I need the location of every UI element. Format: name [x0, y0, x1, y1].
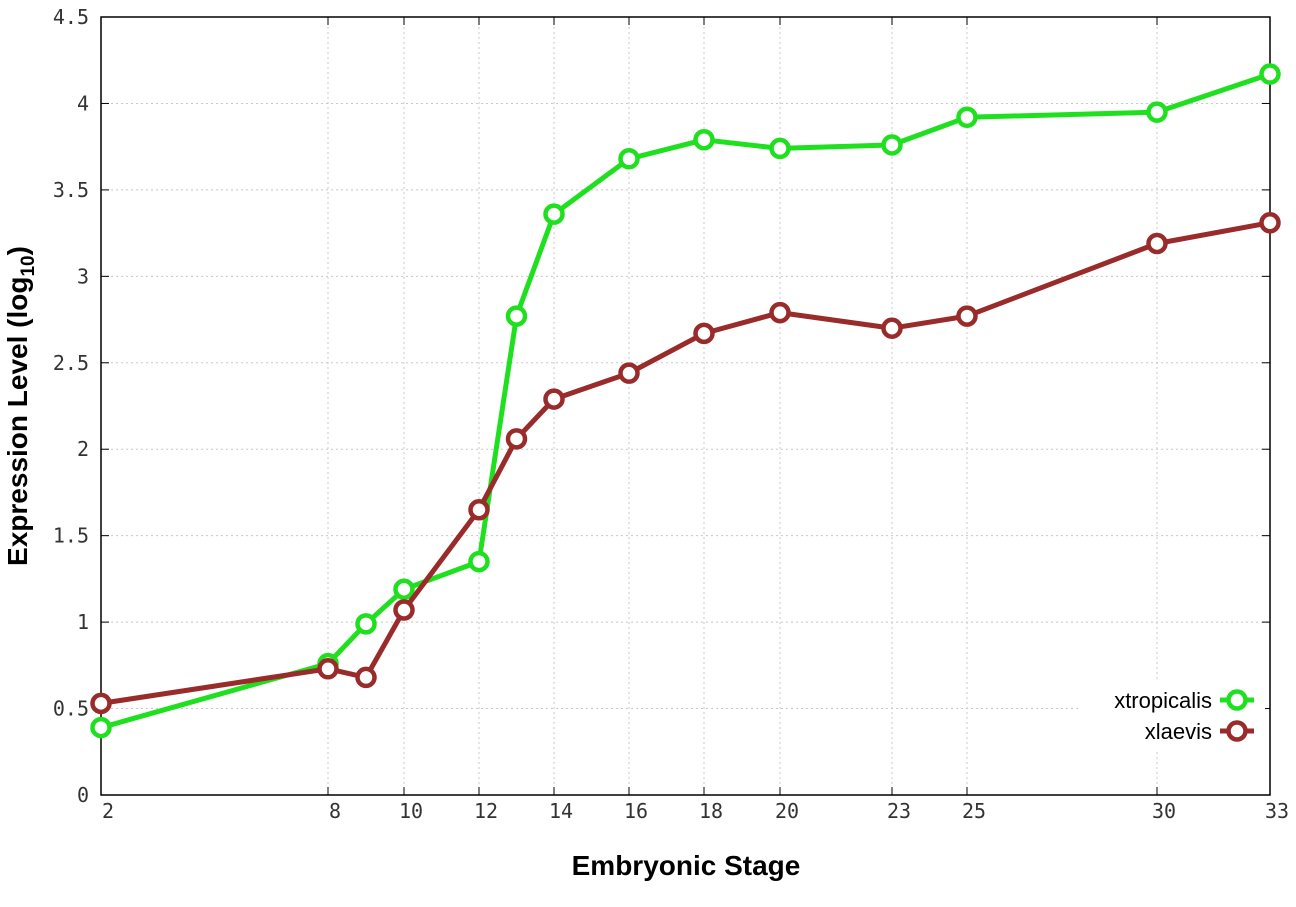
data-point-xtropicalis [1146, 101, 1168, 123]
x-tick-label: 23 [887, 799, 911, 823]
legend-marker-xtropicalis [1226, 689, 1248, 711]
y-axis-title-subscript: 10 [18, 255, 39, 276]
data-point-xlaevis [693, 322, 715, 345]
legend: xtropicalis xlaevis [1080, 682, 1265, 752]
data-point-xtropicalis [618, 148, 640, 170]
data-point-xlaevis [90, 692, 112, 715]
y-tick-label: 0 [77, 783, 89, 807]
x-tick-label: 30 [1152, 799, 1176, 823]
x-tick-label: 8 [329, 799, 341, 823]
data-point-xlaevis [505, 428, 528, 450]
data-point-xlaevis [468, 498, 490, 521]
data-point-xtropicalis [393, 578, 415, 601]
x-tick-label: 33 [1265, 799, 1289, 823]
legend-marker-xlaevis [1226, 720, 1248, 742]
data-point-xlaevis [956, 305, 978, 327]
series-line-xtropicalis [100, 71, 1271, 731]
series-line-xlaevis [100, 220, 1271, 706]
series-lines [90, 63, 1281, 739]
x-tick-label: 16 [624, 799, 648, 823]
data-point-xtropicalis [355, 613, 377, 635]
x-tick-label: 14 [549, 799, 573, 823]
y-tick-label: 0.5 [53, 697, 89, 721]
data-point-xlaevis [1146, 232, 1168, 255]
data-point-xlaevis [393, 599, 415, 621]
x-tick-label: 20 [775, 799, 799, 823]
y-tick-label: 4 [77, 91, 89, 115]
x-tick-label: 18 [699, 799, 723, 823]
y-axis-title-end: ) [2, 246, 33, 255]
data-point-xlaevis [1259, 211, 1281, 234]
y-axis-title: Expression Level (log10) [2, 246, 39, 566]
series-xtropicalis [90, 63, 1281, 739]
axis-ticks: 2 8 10 12 14 16 18 20 23 25 30 33 0 0.5 1 1.5 2 2.5 3 3.5 4 4… [53, 5, 1289, 823]
data-point-xtropicalis [543, 203, 565, 225]
y-tick-label: 2.5 [53, 351, 89, 375]
data-point-xlaevis [543, 388, 565, 410]
data-point-xtropicalis [956, 106, 978, 129]
y-tick-label: 2 [77, 437, 89, 461]
data-point-xlaevis [881, 317, 903, 339]
legend-label-xtropicalis: xtropicalis [1114, 688, 1212, 713]
plot-frame [100, 16, 1271, 796]
series-xlaevis [90, 211, 1281, 715]
x-tick-label: 2 [102, 799, 114, 823]
y-tick-label: 1.5 [53, 524, 89, 548]
y-axis-title-main: Expression Level (log [2, 277, 33, 566]
x-tick-label: 25 [962, 799, 986, 823]
data-point-xtropicalis [881, 134, 903, 156]
data-point-xlaevis [355, 666, 377, 689]
y-tick-label: 3 [77, 264, 89, 288]
legend-label-xlaevis: xlaevis [1145, 719, 1212, 744]
data-point-xtropicalis [769, 137, 791, 160]
data-point-xtropicalis [505, 305, 528, 327]
y-tick-label: 4.5 [53, 5, 89, 29]
x-tick-label: 12 [474, 799, 498, 823]
data-point-xtropicalis [1259, 63, 1281, 85]
y-tick-label: 3.5 [53, 178, 89, 202]
data-point-xtropicalis [90, 716, 112, 739]
x-axis-title: Embryonic Stage [572, 850, 801, 881]
y-tick-label: 1 [77, 610, 89, 634]
x-tick-label: 10 [399, 799, 423, 823]
data-point-xlaevis [769, 301, 791, 324]
data-point-xtropicalis [468, 550, 490, 573]
data-point-xlaevis [317, 658, 339, 680]
data-point-xlaevis [618, 362, 640, 384]
data-point-xtropicalis [693, 129, 715, 151]
